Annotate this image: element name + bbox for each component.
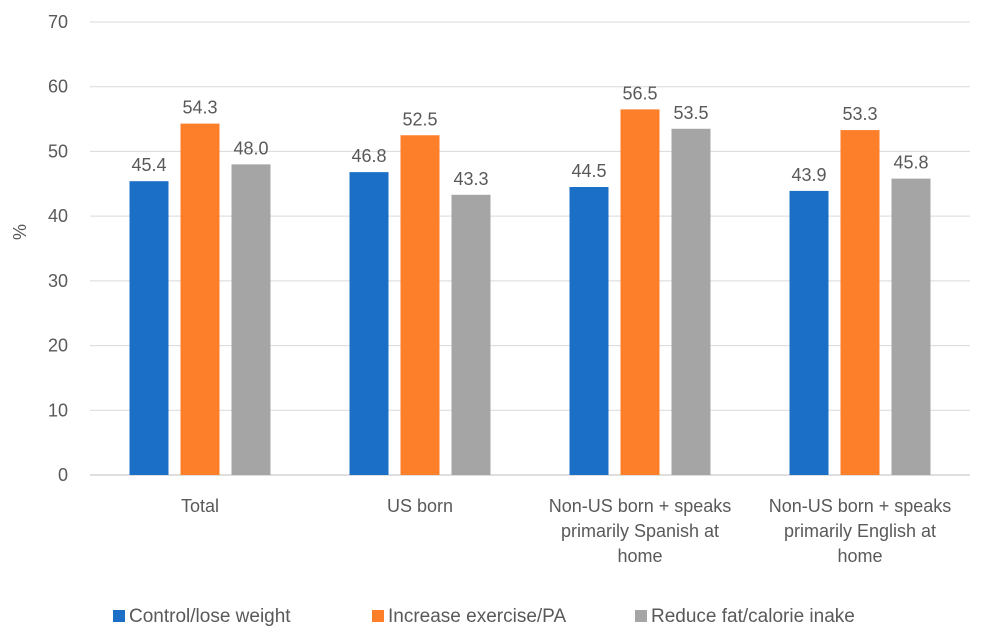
legend: Control/lose weight Increase exercise/PA R…	[113, 606, 855, 627]
data-label: 45.4	[131, 155, 166, 175]
legend-item: Increase exercise/PA	[372, 606, 566, 627]
y-tick-label: 30	[48, 271, 68, 291]
bar	[129, 181, 169, 475]
x-category-label: US born	[387, 496, 453, 516]
data-label: 53.5	[673, 103, 708, 123]
data-label: 44.5	[571, 161, 606, 181]
legend-item: Reduce fat/calorie inake	[635, 606, 855, 627]
y-tick-label: 0	[58, 465, 68, 485]
legend-swatch	[635, 610, 647, 622]
bar	[349, 172, 389, 475]
legend-label: Reduce fat/calorie inake	[651, 606, 855, 627]
bar	[451, 194, 491, 475]
x-axis-categories: Total US born Non-US born + speaks primaril…	[181, 496, 951, 566]
legend-swatch	[113, 610, 125, 622]
data-label: 46.8	[351, 146, 386, 166]
data-label: 45.8	[893, 153, 928, 173]
data-label: 52.5	[402, 109, 437, 129]
legend-label: Increase exercise/PA	[388, 606, 566, 627]
y-axis-label: %	[10, 224, 30, 240]
bar	[789, 190, 829, 475]
legend-swatch	[372, 610, 384, 622]
y-tick-label: 20	[48, 336, 68, 356]
y-axis-ticks: 0 10 20 30 40 50 60 70	[48, 12, 68, 485]
data-label: 43.3	[453, 169, 488, 189]
x-category-label: Non-US born + speaks primarily English at…	[769, 496, 952, 566]
y-tick-label: 50	[48, 141, 68, 161]
y-tick-label: 70	[48, 12, 68, 32]
bar	[180, 123, 220, 475]
x-category-label: Non-US born + speaks primarily Spanish at…	[549, 496, 732, 566]
data-label: 48.0	[233, 138, 268, 158]
data-label: 43.9	[791, 165, 826, 185]
x-category-label: Total	[181, 496, 219, 516]
legend-item: Control/lose weight	[113, 606, 291, 627]
data-labels: 45.4 54.3 48.0 46.8 52.5 43.3 44.5 56.5 53.5 43.9…	[131, 83, 928, 188]
y-tick-label: 10	[48, 400, 68, 420]
legend-label: Control/lose weight	[129, 606, 291, 627]
gridlines	[90, 21, 970, 476]
data-label: 54.3	[182, 98, 217, 118]
bar	[231, 164, 271, 475]
bar	[840, 130, 880, 475]
bar	[569, 187, 609, 475]
bar	[891, 178, 931, 475]
bar	[620, 109, 660, 475]
bar	[671, 128, 711, 475]
bars	[129, 109, 931, 475]
bar	[400, 135, 440, 475]
y-tick-label: 60	[48, 77, 68, 97]
data-label: 56.5	[622, 83, 657, 103]
data-label: 53.3	[842, 104, 877, 124]
y-tick-label: 40	[48, 206, 68, 226]
